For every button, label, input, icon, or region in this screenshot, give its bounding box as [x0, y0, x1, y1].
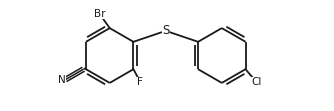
Text: Cl: Cl — [251, 77, 262, 87]
Text: Br: Br — [94, 9, 106, 19]
Text: F: F — [138, 77, 143, 87]
Text: N: N — [58, 75, 66, 85]
Text: S: S — [162, 24, 169, 37]
